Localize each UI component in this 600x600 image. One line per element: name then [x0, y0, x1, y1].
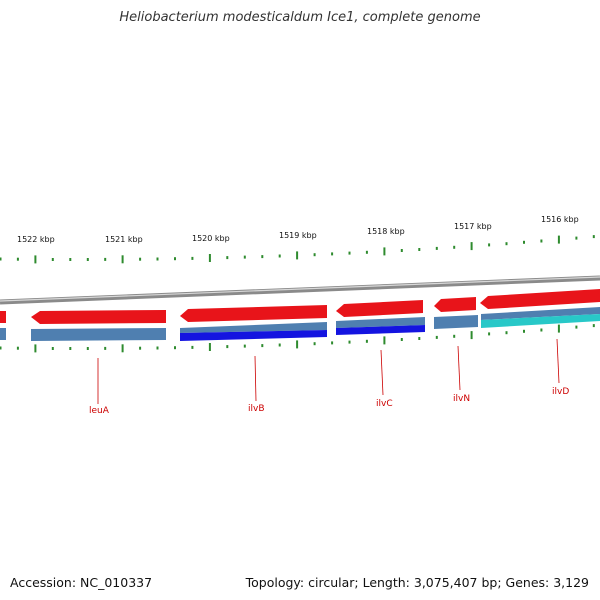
steel-segment — [0, 328, 6, 340]
forward-cds-track — [0, 289, 600, 324]
scale-label-1522: 1522 kbp — [17, 235, 55, 244]
genome-backbone — [0, 275, 600, 305]
steel-segment — [336, 317, 425, 328]
cds-arrow-ilvC — [336, 300, 423, 317]
scale-label-1518: 1518 kbp — [367, 227, 405, 236]
scale-label-1520: 1520 kbp — [192, 234, 230, 243]
scale-label-1517: 1517 kbp — [454, 222, 492, 231]
gene-labels: leuA ilvB ilvC ilvN ilvD — [89, 338, 569, 416]
gene-leader-line — [457, 345, 461, 391]
steel-segment — [481, 307, 600, 320]
cyan-segment — [481, 314, 600, 328]
cds-arrow-ilvD — [480, 289, 600, 309]
cds-arrow-ilvB — [180, 305, 327, 322]
gene-leader-line — [254, 355, 257, 402]
steel-segment — [180, 322, 327, 333]
gene-label-ilvN: ilvN — [453, 394, 470, 404]
scale-ticks — [0, 235, 595, 264]
gene-label-ilvB: ilvB — [248, 404, 265, 414]
page-title: Heliobacterium modesticaldum Ice1, compl… — [119, 10, 481, 25]
scale-label-1521: 1521 kbp — [105, 235, 143, 244]
cds-arrow — [0, 311, 6, 323]
gene-label-ilvD: ilvD — [552, 387, 569, 397]
cds-arrow-ilvN — [434, 297, 476, 312]
scale-label-1516: 1516 kbp — [541, 215, 579, 224]
gene-leader-line — [556, 338, 560, 384]
gene-label-ilvC: ilvC — [376, 399, 393, 409]
feature-track-lower — [0, 307, 600, 341]
steel-segment — [434, 315, 478, 329]
gene-leader-line — [380, 349, 384, 396]
blue-segment — [180, 330, 327, 341]
inner-scale-ticks — [0, 324, 595, 353]
scale-tick-labels: 1522 kbp 1521 kbp 1520 kbp 1519 kbp 1518… — [17, 215, 579, 244]
genome-backbone-highlight — [0, 276, 600, 302]
scale-label-1519: 1519 kbp — [279, 231, 317, 240]
blue-segment — [336, 325, 425, 335]
accession-text: Accession: NC_010337 — [10, 575, 153, 590]
steel-segment — [31, 328, 166, 341]
gene-label-leuA: leuA — [89, 406, 110, 416]
genome-summary-text: Topology: circular; Length: 3,075,407 bp… — [245, 575, 589, 590]
cds-arrow-leuA — [31, 310, 166, 324]
